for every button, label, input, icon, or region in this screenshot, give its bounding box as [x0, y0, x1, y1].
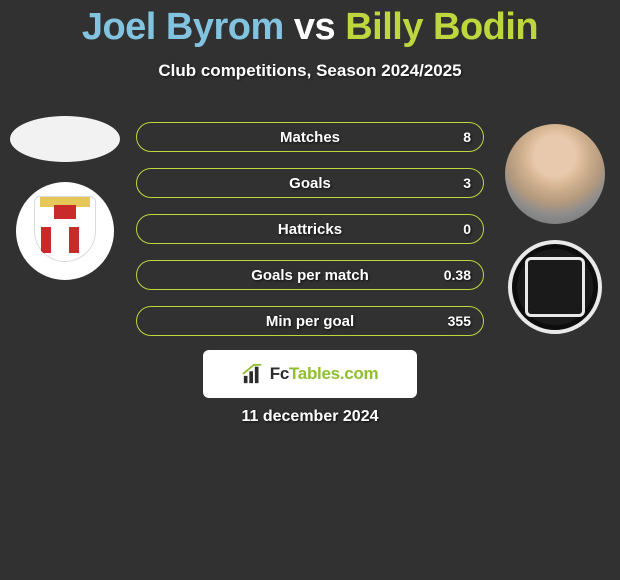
player2-club-badge: [508, 240, 602, 334]
player2-avatar: [505, 124, 605, 224]
stat-label: Matches: [137, 123, 483, 151]
brand-prefix: Fc: [270, 364, 289, 383]
stats-table: Matches 8 Goals 3 Hattricks 0 Goals per …: [136, 122, 484, 352]
stat-right-value: 355: [448, 307, 471, 335]
vs-text: vs: [294, 6, 335, 48]
player1-club-badge: [16, 182, 114, 280]
stat-label: Min per goal: [137, 307, 483, 335]
stat-row: Goals per match 0.38: [136, 260, 484, 290]
player1-name: Joel Byrom: [82, 6, 284, 48]
subtitle: Club competitions, Season 2024/2025: [0, 61, 620, 81]
comparison-title: Joel Byrom vs Billy Bodin: [0, 0, 620, 49]
date-text: 11 december 2024: [0, 408, 620, 426]
footer-brand-badge: FcTables.com: [203, 350, 417, 398]
bar-chart-icon: [242, 363, 264, 385]
right-column: [490, 110, 620, 334]
stat-row: Goals 3: [136, 168, 484, 198]
player1-avatar: [10, 116, 120, 162]
footer-brand-text: FcTables.com: [270, 364, 379, 384]
stat-row: Min per goal 355: [136, 306, 484, 336]
stat-row: Hattricks 0: [136, 214, 484, 244]
player2-name: Billy Bodin: [345, 6, 538, 48]
stat-label: Goals: [137, 169, 483, 197]
stat-right-value: 0: [463, 215, 471, 243]
stat-right-value: 3: [463, 169, 471, 197]
stat-label: Goals per match: [137, 261, 483, 289]
brand-suffix: Tables.com: [289, 364, 378, 383]
stat-right-value: 8: [463, 123, 471, 151]
stat-label: Hattricks: [137, 215, 483, 243]
stat-right-value: 0.38: [444, 261, 471, 289]
left-column: [0, 110, 130, 280]
stat-row: Matches 8: [136, 122, 484, 152]
